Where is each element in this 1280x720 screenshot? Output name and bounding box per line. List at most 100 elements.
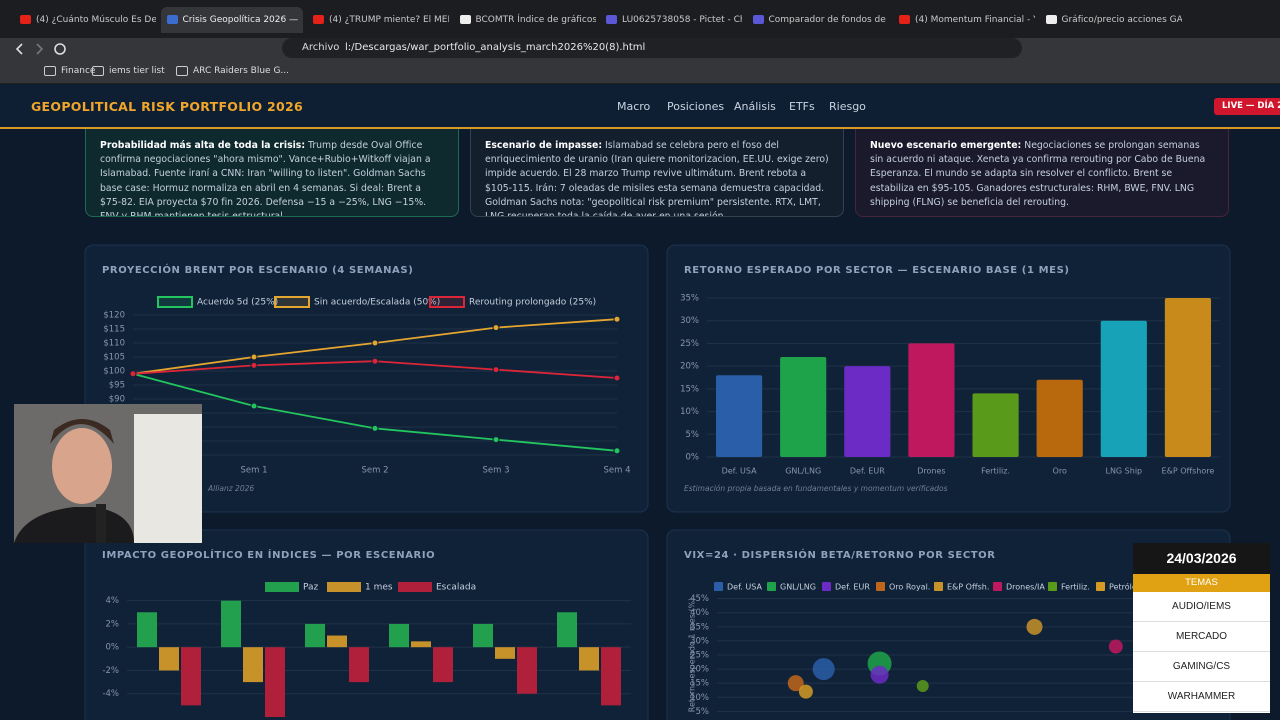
y-tick-label: $110 xyxy=(103,339,125,349)
legend-swatch xyxy=(993,582,1002,591)
bar xyxy=(780,357,827,457)
bubble xyxy=(812,658,835,681)
address-bar[interactable]: Archivo l:/Descargas/war_portfolio_analy… xyxy=(282,38,1022,58)
bar xyxy=(349,647,369,683)
bar xyxy=(579,647,599,671)
data-point xyxy=(250,402,258,410)
bar xyxy=(715,375,763,457)
y-tick-label: 25% xyxy=(680,339,699,349)
legend-swatch xyxy=(934,582,943,591)
y-tick-label: $115 xyxy=(103,325,125,335)
data-point xyxy=(613,447,621,455)
bar xyxy=(908,343,955,457)
legend-swatch xyxy=(767,582,776,591)
card-text: Islamabad se celebra pero el foso del en… xyxy=(485,140,829,217)
bar xyxy=(265,647,285,717)
legend-label: Paz xyxy=(303,583,319,593)
scenario-card: Escenario de impasse: Islamabad se celeb… xyxy=(470,118,844,217)
data-point xyxy=(250,353,258,361)
tab-favicon xyxy=(899,15,910,24)
tab-favicon xyxy=(1045,15,1057,24)
x-tick-label: E&P Offshore xyxy=(1162,467,1215,476)
forward-button[interactable] xyxy=(36,43,44,55)
y-tick-label: 30% xyxy=(690,636,709,646)
bookmark[interactable]: Finance xyxy=(61,66,96,76)
tab-title: (4) ¿Cuánto Músculo Es Demas xyxy=(36,15,156,25)
panel xyxy=(84,529,649,720)
data-point xyxy=(492,324,500,332)
data-point xyxy=(371,339,379,347)
topic-item[interactable]: WARHAMMER xyxy=(1133,682,1270,712)
chart-title: PROYECCIÓN BRENT POR ESCENARIO (4 SEMANA… xyxy=(102,263,413,276)
x-tick-label: LNG Ship xyxy=(1105,467,1142,476)
data-point xyxy=(371,357,379,365)
card-lead: Escenario de impasse: xyxy=(485,140,603,151)
scenario-card: Nuevo escenario emergente: Negociaciones… xyxy=(855,118,1229,217)
bubble xyxy=(870,665,889,684)
data-point xyxy=(492,366,500,374)
bar xyxy=(433,647,453,683)
bar xyxy=(1164,298,1212,457)
nav-link[interactable]: Posiciones xyxy=(667,100,725,113)
y-tick-label: 5% xyxy=(696,707,710,717)
bookmark[interactable]: iems tier list xyxy=(109,66,165,76)
data-point xyxy=(613,315,621,323)
bookmark-icon xyxy=(176,66,188,76)
browser-tab[interactable]: BCOMTR Índice de gráficos y c xyxy=(454,7,596,33)
scenario-card: Probabilidad más alta de toda la crisis:… xyxy=(85,118,459,217)
legend-label: Rerouting prolongado (25%) xyxy=(469,298,596,308)
bar xyxy=(137,612,157,648)
y-axis-title: Retorno esperado 1 mes (%) xyxy=(688,598,697,713)
nav-link[interactable]: Análisis xyxy=(734,100,776,113)
y-tick-label: 0% xyxy=(106,643,120,653)
legend-label: Def. EUR xyxy=(835,583,870,592)
back-button[interactable] xyxy=(15,43,23,55)
browser-tab[interactable]: (4) ¿Cuánto Músculo Es Demas xyxy=(14,7,156,33)
y-tick-label: 25% xyxy=(690,651,709,661)
bar xyxy=(601,647,621,706)
bar xyxy=(1100,320,1147,457)
x-tick-label: Fertiliz. xyxy=(981,467,1010,476)
browser-tab[interactable]: Gráfico/precio acciones GAW xyxy=(1040,7,1182,33)
tab-title: (4) Momentum Financial - You xyxy=(915,15,1035,25)
bubble xyxy=(916,680,929,692)
topics-overlay: 24/03/2026 TEMAS AUDIO/IEMS MERCADO GAMING… xyxy=(1133,543,1270,713)
topic-item[interactable]: AUDIO/IEMS xyxy=(1133,592,1270,622)
bookmark[interactable]: ARC Raiders Blue G... xyxy=(193,66,290,76)
webcam-image xyxy=(14,404,202,543)
chart-title: IMPACTO GEOPOLÍTICO EN ÍNDICES — POR ESC… xyxy=(102,548,435,561)
nav-buttons xyxy=(15,43,66,55)
bar xyxy=(844,366,891,457)
site-title: GEOPOLITICAL RISK PORTFOLIO 2026 xyxy=(31,99,304,114)
reload-button[interactable] xyxy=(54,43,66,55)
tab-favicon xyxy=(606,15,617,24)
chart-note: Allianz 2026 xyxy=(207,484,254,493)
browser-tab[interactable]: LU0625738058 - Pictet - China xyxy=(600,7,742,33)
nav-link[interactable]: Macro xyxy=(617,100,651,113)
legend-swatch xyxy=(429,296,465,308)
topic-item[interactable]: MERCADO xyxy=(1133,622,1270,652)
browser-tab[interactable]: (4) Momentum Financial - You xyxy=(893,7,1035,33)
browser-tab[interactable]: (4) ¿TRUMP miente? El MERCA xyxy=(307,7,449,33)
y-tick-label: 35% xyxy=(690,622,709,632)
card-lead: Nuevo escenario emergente: xyxy=(870,140,1022,151)
bookmark-icon xyxy=(44,66,56,76)
y-tick-label: 30% xyxy=(680,316,699,326)
y-tick-label: 40% xyxy=(690,608,709,618)
legend-swatch xyxy=(876,582,885,591)
y-tick-label: 10% xyxy=(690,693,709,703)
bubble xyxy=(798,684,813,699)
y-tick-label: $100 xyxy=(103,367,125,377)
topic-item[interactable]: GAMING/CS xyxy=(1133,652,1270,682)
address-url: l:/Descargas/war_portfolio_analysis_marc… xyxy=(345,42,646,53)
card-text: Negociaciones se prolongan semanas sin a… xyxy=(870,140,1206,208)
nav-link[interactable]: ETFs xyxy=(789,100,815,113)
nav-link[interactable]: Riesgo xyxy=(829,100,866,113)
address-scheme: Archivo xyxy=(302,42,340,53)
browser-tab[interactable]: Comparador de fondos de inv xyxy=(747,7,889,33)
x-tick-label: Def. EUR xyxy=(850,467,885,476)
browser-tab[interactable]: Crisis Geopolítica 2026 — xyxy=(160,7,303,33)
tab-favicon xyxy=(459,15,471,24)
y-tick-label: 20% xyxy=(690,665,709,675)
